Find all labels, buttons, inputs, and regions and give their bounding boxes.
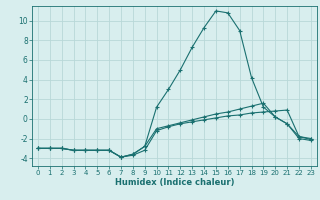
X-axis label: Humidex (Indice chaleur): Humidex (Indice chaleur)	[115, 178, 234, 187]
